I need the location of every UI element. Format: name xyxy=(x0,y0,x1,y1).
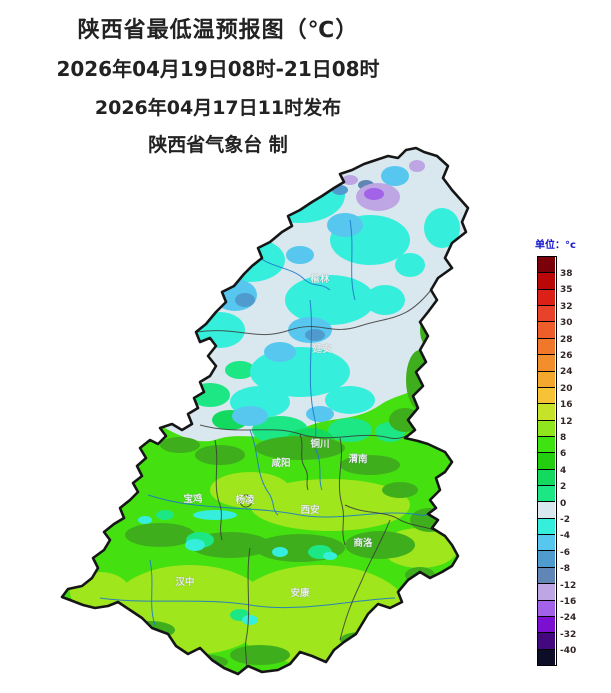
legend-cell-23 xyxy=(538,633,555,650)
legend-cell-1 xyxy=(538,273,555,290)
legend-tick-8: 8 xyxy=(560,432,567,443)
legend-cell-24 xyxy=(538,649,555,665)
legend-cell-9 xyxy=(538,404,555,421)
legend-tick--40: -40 xyxy=(560,646,577,657)
legend-cell-6 xyxy=(538,355,555,372)
legend-cell-11 xyxy=(538,436,555,454)
legend-cell-0 xyxy=(538,257,555,274)
legend-cell-12 xyxy=(538,453,555,470)
legend-cell-22 xyxy=(538,616,555,634)
legend-tick-0: 0 xyxy=(560,498,567,509)
legend-tick--2: -2 xyxy=(560,514,570,525)
legend-tick-6: 6 xyxy=(560,449,567,460)
city-label-杨凌: 杨凌 xyxy=(235,495,255,506)
city-label-宝鸡: 宝鸡 xyxy=(183,494,203,505)
legend-tick-26: 26 xyxy=(560,350,573,361)
legend-cell-5 xyxy=(538,338,555,356)
legend-tick-30: 30 xyxy=(560,318,573,329)
legend-cell-19 xyxy=(538,567,555,585)
legend-tick--24: -24 xyxy=(560,613,577,624)
legend-cell-21 xyxy=(538,600,555,617)
legend-cell-13 xyxy=(538,469,555,487)
valid-period: 2026年04月19日08时-21日08时 xyxy=(56,57,380,81)
title-block: 陕西省最低温预报图（℃） 2026年04月19日08时-21日08时 2026年… xyxy=(18,12,418,157)
legend-tick--4: -4 xyxy=(560,531,570,542)
legend-cell-3 xyxy=(538,306,555,323)
legend-tick-2: 2 xyxy=(560,482,567,493)
legend-tick-4: 4 xyxy=(560,465,567,476)
city-label-铜川: 铜川 xyxy=(310,439,330,450)
producer: 陕西省气象台 制 xyxy=(148,134,288,156)
legend-tick--12: -12 xyxy=(560,580,577,591)
legend-cell-16 xyxy=(538,518,555,536)
legend-cell-14 xyxy=(538,486,555,503)
legend-cell-10 xyxy=(538,420,555,437)
legend-tick--6: -6 xyxy=(560,547,570,558)
map-title: 陕西省最低温预报图（℃） xyxy=(77,18,359,43)
legend-cell-17 xyxy=(538,535,555,552)
city-label-安康: 安康 xyxy=(290,588,310,599)
legend-cell-8 xyxy=(538,387,555,405)
legend-tick-24: 24 xyxy=(560,367,573,378)
legend-tick-16: 16 xyxy=(560,400,573,411)
temperature-shading xyxy=(70,148,468,670)
city-label-延安: 延安 xyxy=(312,344,332,355)
legend-cell-4 xyxy=(538,322,555,339)
city-label-商洛: 商洛 xyxy=(353,538,373,549)
legend-tick-12: 12 xyxy=(560,416,573,427)
legend-cell-2 xyxy=(538,289,555,307)
prefecture-boundaries xyxy=(195,289,446,669)
legend-tick-38: 38 xyxy=(560,268,573,279)
legend-cell-20 xyxy=(538,584,555,601)
legend-tick--16: -16 xyxy=(560,596,577,607)
legend-tick-32: 32 xyxy=(560,301,573,312)
issue-time: 2026年04月17日11时发布 xyxy=(94,97,342,119)
legend-colorbar xyxy=(537,256,557,666)
city-label-咸阳: 咸阳 xyxy=(271,458,291,469)
legend-tick-20: 20 xyxy=(560,383,573,394)
city-label-渭南: 渭南 xyxy=(348,454,368,465)
city-label-榆林: 榆林 xyxy=(310,274,330,285)
legend-cell-15 xyxy=(538,502,555,519)
city-label-汉中: 汉中 xyxy=(175,577,195,588)
legend-unit-label: 单位：°c xyxy=(535,240,576,251)
legend-tick-35: 35 xyxy=(560,285,573,296)
temperature-legend: 单位：°c 38 35 32 30 28 26 24 20 16 12 8 6 4 2 0 -2 -4 -6 -8-… xyxy=(533,236,603,666)
legend-tick--8: -8 xyxy=(560,564,570,575)
legend-cell-18 xyxy=(538,551,555,568)
legend-tick-28: 28 xyxy=(560,334,573,345)
legend-cell-7 xyxy=(538,371,555,388)
city-label-西安: 西安 xyxy=(300,505,320,516)
province-border xyxy=(60,146,470,676)
legend-tick-labels: 38 35 32 30 28 26 24 20 16 12 8 6 4 2 0 -2 -4 -6 -8 -12 -16-… xyxy=(560,258,600,668)
legend-tick--32: -32 xyxy=(560,629,577,640)
